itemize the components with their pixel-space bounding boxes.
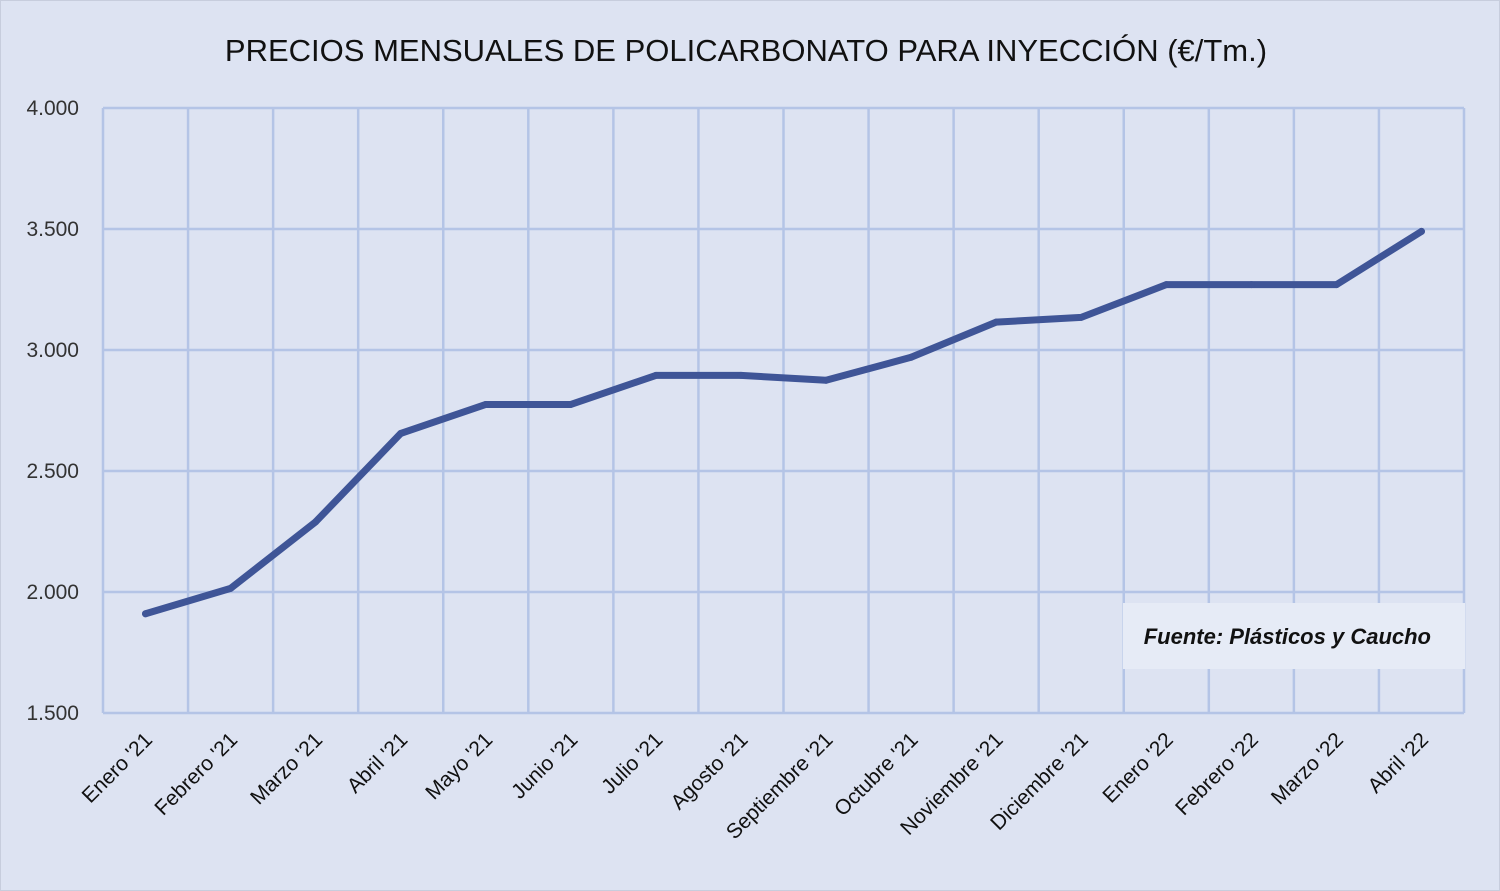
x-tick-label: Agosto '21 xyxy=(667,728,753,814)
x-tick-label: Marzo '21 xyxy=(246,728,327,809)
y-tick-label: 2.500 xyxy=(26,460,79,483)
y-tick-label: 2.000 xyxy=(26,581,79,604)
x-tick-label: Octubre '21 xyxy=(830,728,923,821)
x-tick-label: Febrero '22 xyxy=(1171,728,1263,820)
chart-title: PRECIOS MENSUALES DE POLICARBONATO PARA … xyxy=(225,33,1267,68)
data-point xyxy=(312,518,320,526)
data-point xyxy=(1332,281,1340,289)
source-note-text: Fuente: Plásticos y Caucho xyxy=(1144,624,1431,649)
data-point xyxy=(907,353,915,361)
x-tick-label: Abril '22 xyxy=(1364,728,1433,797)
y-tick-label: 3.500 xyxy=(26,218,79,241)
data-point xyxy=(1247,281,1255,289)
source-note-box xyxy=(1123,603,1465,669)
y-tick-label: 1.500 xyxy=(26,702,79,725)
y-tick-label: 4.000 xyxy=(26,97,79,120)
x-tick-label: Enero '21 xyxy=(78,728,157,807)
data-point xyxy=(992,318,1000,326)
x-tick-label: Junio '21 xyxy=(507,728,582,803)
source-note: Fuente: Plásticos y Caucho xyxy=(1123,603,1465,669)
x-tick-label: Marzo '22 xyxy=(1267,728,1348,809)
data-point xyxy=(737,371,745,379)
y-axis-ticks: 1.500 2.000 2.500 3.000 3.500 4.000 xyxy=(26,97,79,725)
data-point xyxy=(652,371,660,379)
data-point xyxy=(1077,313,1085,321)
data-point xyxy=(397,429,405,437)
x-tick-label: Febrero '21 xyxy=(150,728,242,820)
data-point xyxy=(822,376,830,384)
data-point xyxy=(567,400,575,408)
data-point xyxy=(227,584,235,592)
data-point xyxy=(1162,281,1170,289)
data-point xyxy=(1417,227,1425,235)
data-point xyxy=(482,400,490,408)
x-tick-label: Abril '21 xyxy=(343,728,412,797)
x-tick-label: Enero '22 xyxy=(1098,728,1177,807)
x-tick-label: Mayo '21 xyxy=(421,728,497,804)
data-point xyxy=(142,610,150,618)
series-layer xyxy=(142,227,1425,618)
y-tick-label: 3.000 xyxy=(26,339,79,362)
x-tick-label: Julio '21 xyxy=(597,728,667,798)
series-line xyxy=(142,227,1425,618)
